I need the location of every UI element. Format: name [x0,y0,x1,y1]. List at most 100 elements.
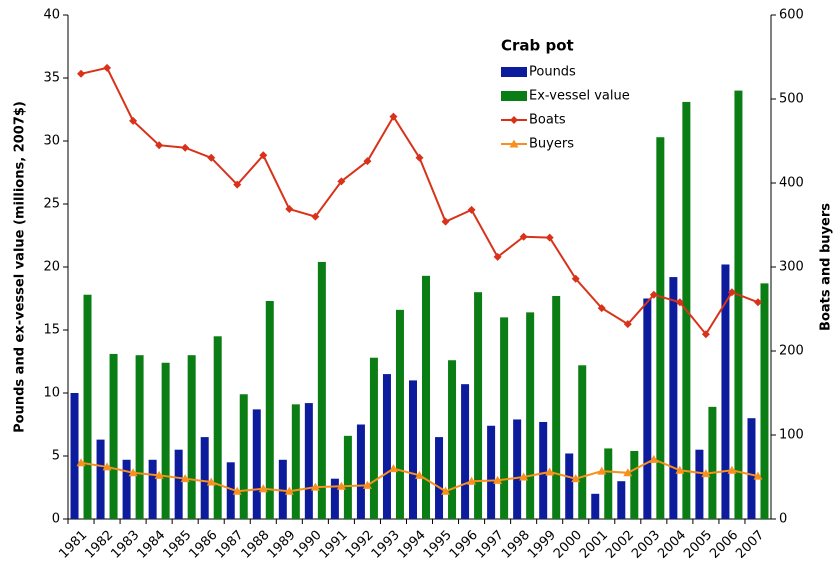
legend-label: Boats [529,113,566,128]
bar [695,449,704,519]
point [701,469,711,478]
y-tick-label: 30 [43,134,60,149]
point [102,462,112,471]
x-tick-label: 1981 [56,528,90,562]
point [701,330,710,339]
bar [83,294,92,519]
bar [565,453,574,519]
bar [461,384,470,519]
point [753,298,762,307]
point [493,475,503,484]
legend-label: Ex-vessel value [529,89,630,104]
bar [304,403,313,519]
y-tick-label: 10 [43,386,60,401]
x-tick-label: 1991 [317,528,351,562]
point [509,139,519,148]
y2-tick-label: 400 [779,176,804,191]
bar [174,449,183,519]
point [727,288,736,297]
point [545,233,554,242]
point [675,465,685,474]
point [649,454,659,463]
bar [669,277,678,519]
bar [500,317,509,519]
point [493,252,502,261]
bar [539,421,548,519]
x-tick-label: 1984 [134,528,168,562]
legend-label: Buyers [529,137,574,152]
bar [617,481,626,519]
bar [513,419,522,519]
bar [578,365,587,519]
point [571,474,581,483]
bar [747,418,756,519]
point [727,465,737,474]
bar [70,393,79,519]
bar [291,404,300,519]
bar [721,264,730,519]
bar [630,450,639,519]
y2-tick-label: 500 [779,92,804,107]
x-tick-label: 1995 [421,528,455,562]
point [310,482,320,491]
x-tick-label: 1999 [525,528,559,562]
bar [760,283,769,519]
x-tick-label: 1998 [499,528,533,562]
x-tick-label: 2003 [629,528,663,562]
point [467,205,476,214]
point [571,274,580,283]
point [623,320,632,329]
point [597,466,607,475]
bar [369,357,378,519]
y-tick-label: 35 [43,71,60,86]
bar [422,275,430,519]
x-tick-label: 2004 [655,528,689,562]
x-tick-label: 1982 [82,528,116,562]
x-tick-label: 1992 [343,528,377,562]
point [389,112,398,121]
bar [213,336,222,519]
bar [356,424,365,519]
point [753,471,763,480]
bar [604,448,613,519]
bar [552,295,561,519]
legend-title: Crab pot [501,37,574,55]
y2-tick-label: 100 [779,428,804,443]
bar [239,394,248,519]
point [285,205,294,214]
x-tick-label: 1990 [291,528,325,562]
bar [591,493,600,519]
point [154,470,164,479]
point [284,486,294,495]
x-tick-label: 2006 [707,528,741,562]
point [597,304,606,313]
bar [708,406,717,519]
x-tick-label: 1985 [160,528,194,562]
point [519,232,528,241]
point [155,141,164,150]
point [77,69,86,78]
x-tick-label: 2002 [603,528,637,562]
bar [526,312,535,519]
y-tick-label: 40 [43,8,60,23]
bar [734,90,743,519]
legend-swatch [501,67,527,77]
point [181,143,190,152]
bar [161,362,170,519]
point [337,177,346,186]
x-tick-label: 1986 [186,528,220,562]
point [510,116,518,124]
point [623,468,633,477]
point [233,180,242,189]
point [336,481,346,490]
point [415,153,424,162]
point [207,153,216,162]
bar [265,301,274,519]
y-tick-label: 15 [43,323,60,338]
bar [643,298,652,519]
y-tick-label: 25 [43,197,60,212]
point [519,472,529,481]
point [545,467,555,476]
y2-tick-label: 600 [779,8,804,23]
